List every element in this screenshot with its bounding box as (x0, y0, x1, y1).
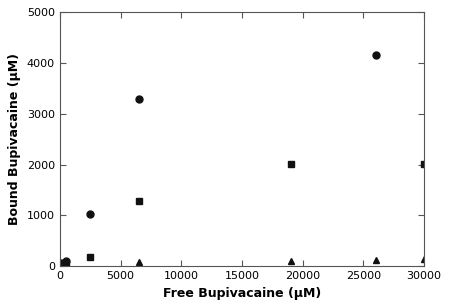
X-axis label: Free Bupivacaine (μM): Free Bupivacaine (μM) (163, 287, 321, 300)
Y-axis label: Bound Bupivacaine (μM): Bound Bupivacaine (μM) (9, 53, 21, 225)
